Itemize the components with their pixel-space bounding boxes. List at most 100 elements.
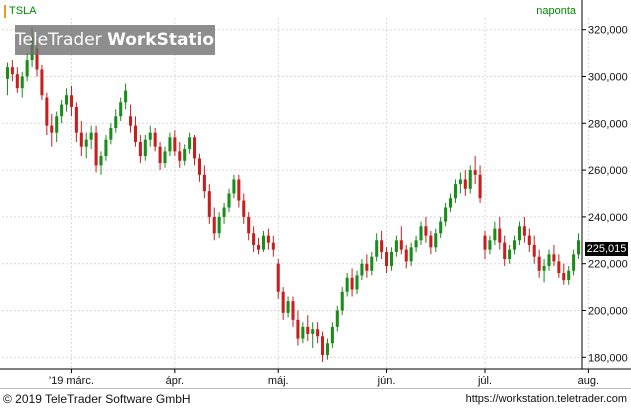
candle <box>306 315 310 341</box>
candle <box>577 233 581 260</box>
candle <box>25 53 29 82</box>
copyright-text: © 2019 TeleTrader Software GmbH <box>3 392 191 406</box>
candle-body <box>380 240 384 252</box>
candle <box>40 64 44 100</box>
candle-body <box>237 179 241 201</box>
candle <box>449 193 453 213</box>
candle <box>380 230 384 260</box>
candle-body <box>168 137 172 152</box>
candle <box>365 254 369 278</box>
candle <box>498 216 502 250</box>
candle-body <box>355 275 359 290</box>
y-tick-label: 180,000 <box>588 352 628 364</box>
candle <box>50 113 54 147</box>
candle <box>562 263 566 285</box>
candle-body <box>242 200 246 217</box>
candle <box>65 88 69 112</box>
candle <box>276 259 280 299</box>
candle <box>572 249 576 276</box>
x-tick-label: jún. <box>377 375 396 387</box>
candle-body <box>183 149 187 161</box>
candle <box>173 130 177 157</box>
candle-body <box>483 235 487 250</box>
candle-body <box>444 207 448 222</box>
candle <box>202 165 206 199</box>
candle <box>69 85 73 117</box>
watermark-part2: WorkStation <box>107 30 227 50</box>
candle <box>143 135 147 161</box>
candle <box>429 230 433 255</box>
candle-body <box>532 244 536 257</box>
candle <box>45 92 49 135</box>
candle-body <box>517 226 521 241</box>
candle <box>99 151 103 175</box>
candle <box>79 120 83 157</box>
candle-body <box>306 326 310 334</box>
candle <box>109 123 113 145</box>
footer-link[interactable]: https://workstation.teletrader.com <box>465 393 627 405</box>
candle-body <box>311 329 315 334</box>
candle-body <box>138 142 142 157</box>
y-tick-label: 320,000 <box>588 25 628 37</box>
candle-body <box>513 240 517 250</box>
candle <box>444 202 448 227</box>
candle-body <box>232 179 236 194</box>
frequency-label: naponta <box>536 5 576 17</box>
candle-body <box>10 67 14 75</box>
candle <box>247 212 251 241</box>
candle-body <box>414 240 418 248</box>
candle-body <box>567 270 571 281</box>
candle-body <box>212 216 216 234</box>
candle <box>409 242 413 267</box>
candle <box>148 125 152 147</box>
candle <box>547 249 551 271</box>
y-tick-label: 280,000 <box>588 118 628 130</box>
candle <box>60 99 64 124</box>
candle-body <box>330 326 334 344</box>
candle <box>325 338 329 360</box>
candle-body <box>143 139 147 157</box>
axes <box>0 0 631 370</box>
candle <box>158 142 162 171</box>
candle-body <box>340 291 344 311</box>
grid-lines <box>2 18 589 369</box>
candle-body <box>40 69 44 96</box>
candle <box>458 172 462 194</box>
candle-body <box>50 125 54 133</box>
candle-body <box>394 240 398 252</box>
candle <box>340 287 344 316</box>
candle <box>517 221 521 245</box>
candle-body <box>79 132 83 147</box>
candle-body <box>429 235 433 248</box>
candle-body <box>370 256 374 271</box>
candle <box>385 247 389 274</box>
candle <box>252 226 256 252</box>
candle <box>345 273 349 297</box>
candle-body <box>227 193 231 208</box>
candle <box>222 202 226 224</box>
candle-body <box>257 244 261 250</box>
candle-body <box>222 207 226 217</box>
candle-body <box>547 254 551 267</box>
y-tick-label: 240,000 <box>588 212 628 224</box>
candle-body <box>114 116 118 128</box>
candle <box>355 270 359 295</box>
candle-body <box>365 263 369 271</box>
candle <box>503 235 507 267</box>
candle-body <box>291 301 295 320</box>
candle <box>513 235 517 255</box>
candle-body <box>252 233 256 245</box>
candle-body <box>89 132 93 140</box>
candle-body <box>153 132 157 147</box>
candle-body <box>453 184 457 199</box>
candle-body <box>104 139 108 157</box>
candle-body <box>74 106 78 133</box>
candle-body <box>109 127 113 140</box>
candle <box>266 228 270 250</box>
x-axis-ticks: '19 márc.ápr.máj.jún.júl.aug.szept. <box>49 369 599 387</box>
candle <box>271 235 275 257</box>
candle <box>207 184 211 224</box>
candle-body <box>55 116 59 133</box>
